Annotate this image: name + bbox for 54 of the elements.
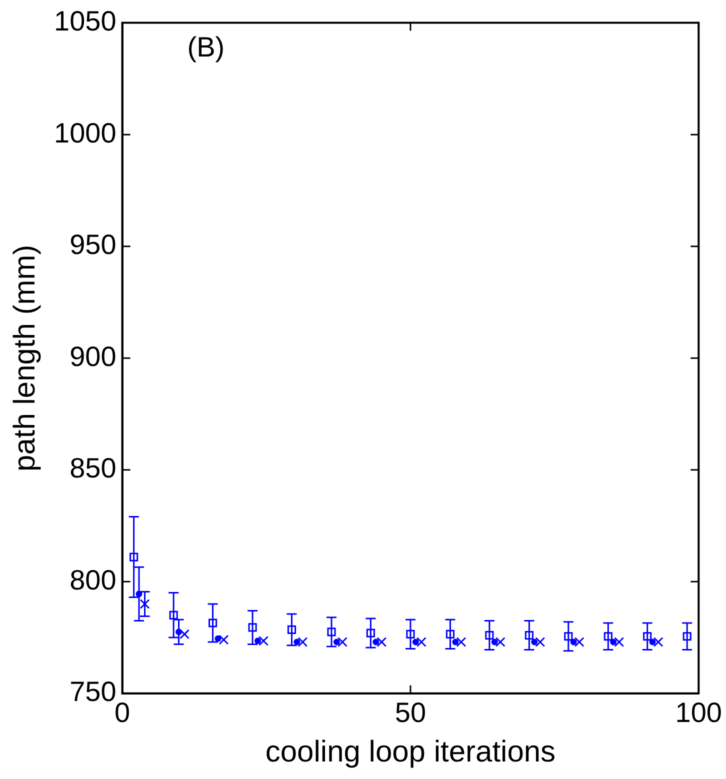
y-tick-label: 850 (70, 452, 116, 484)
y-tick-label: 750 (70, 676, 116, 708)
x-tick-label: 100 (675, 696, 722, 728)
point (446, 630, 455, 638)
point (130, 552, 138, 562)
point (610, 638, 617, 646)
point (570, 638, 577, 646)
y-tick-label: 800 (70, 564, 116, 596)
point (376, 636, 387, 647)
point (214, 635, 222, 642)
x-tick-label: 0 (114, 696, 130, 728)
annotation: (B) (187, 32, 225, 63)
point (452, 638, 459, 646)
point (604, 632, 612, 641)
y-tick-label: 950 (70, 229, 116, 260)
point (412, 638, 419, 646)
point (456, 636, 466, 647)
point (524, 630, 534, 640)
point (287, 625, 296, 634)
point (337, 636, 348, 647)
point (140, 598, 150, 609)
point (649, 638, 656, 646)
y-axis-title: path length (mm) (8, 244, 42, 472)
point (258, 636, 268, 646)
point (254, 638, 261, 644)
point (218, 634, 229, 645)
point (298, 636, 308, 647)
y-tick-label: 1050 (54, 6, 116, 37)
point (574, 636, 584, 647)
point (531, 638, 538, 646)
point (682, 632, 692, 641)
x-axis-title: cooling loop iterations (265, 735, 556, 768)
point (366, 628, 375, 638)
point (653, 636, 664, 647)
point (169, 610, 178, 620)
point (495, 636, 506, 647)
point (406, 630, 415, 638)
point (372, 638, 380, 646)
point (485, 630, 494, 640)
point (208, 618, 218, 628)
y-tick-label: 1000 (54, 117, 116, 148)
point (333, 638, 340, 646)
point (564, 632, 573, 641)
point (294, 638, 300, 646)
point (491, 638, 498, 646)
y-tick-label: 900 (70, 340, 116, 372)
point (643, 632, 652, 641)
point (416, 636, 426, 647)
point (248, 623, 257, 632)
point (180, 629, 190, 640)
x-tick-label: 50 (394, 696, 426, 728)
point (327, 628, 336, 636)
point (535, 636, 546, 647)
point (614, 636, 624, 647)
